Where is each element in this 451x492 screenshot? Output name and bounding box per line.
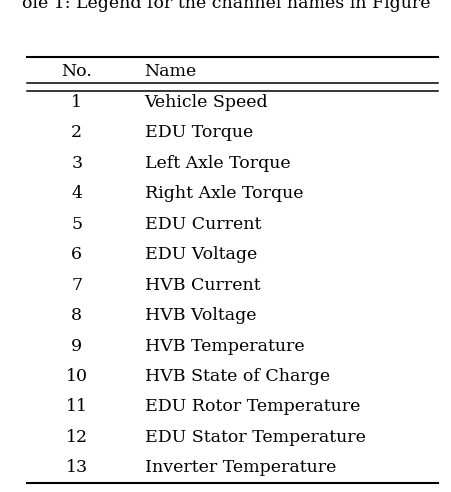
- Text: 4: 4: [71, 185, 82, 202]
- Text: EDU Voltage: EDU Voltage: [144, 246, 256, 263]
- Text: Vehicle Speed: Vehicle Speed: [144, 94, 268, 111]
- Text: 6: 6: [71, 246, 82, 263]
- Text: HVB Temperature: HVB Temperature: [144, 338, 304, 355]
- Text: HVB State of Charge: HVB State of Charge: [144, 368, 329, 385]
- Text: EDU Torque: EDU Torque: [144, 124, 252, 141]
- Text: 10: 10: [66, 368, 87, 385]
- Text: EDU Stator Temperature: EDU Stator Temperature: [144, 429, 365, 446]
- Text: 8: 8: [71, 307, 82, 324]
- Text: 5: 5: [71, 215, 82, 233]
- Text: 2: 2: [71, 124, 82, 141]
- Text: 7: 7: [71, 277, 82, 294]
- Text: No.: No.: [61, 63, 92, 80]
- Text: EDU Rotor Temperature: EDU Rotor Temperature: [144, 399, 359, 415]
- Text: EDU Current: EDU Current: [144, 215, 260, 233]
- Text: Right Axle Torque: Right Axle Torque: [144, 185, 303, 202]
- Text: HVB Current: HVB Current: [144, 277, 260, 294]
- Text: Name: Name: [144, 63, 197, 80]
- Text: Inverter Temperature: Inverter Temperature: [144, 460, 335, 476]
- Text: ole 1: Legend for the channel names in Figure: ole 1: Legend for the channel names in F…: [22, 0, 429, 12]
- Text: Left Axle Torque: Left Axle Torque: [144, 154, 290, 172]
- Text: 1: 1: [71, 94, 82, 111]
- Text: 12: 12: [66, 429, 87, 446]
- Text: 11: 11: [66, 399, 87, 415]
- Text: HVB Voltage: HVB Voltage: [144, 307, 256, 324]
- Text: 3: 3: [71, 154, 82, 172]
- Text: 9: 9: [71, 338, 82, 355]
- Text: 13: 13: [66, 460, 87, 476]
